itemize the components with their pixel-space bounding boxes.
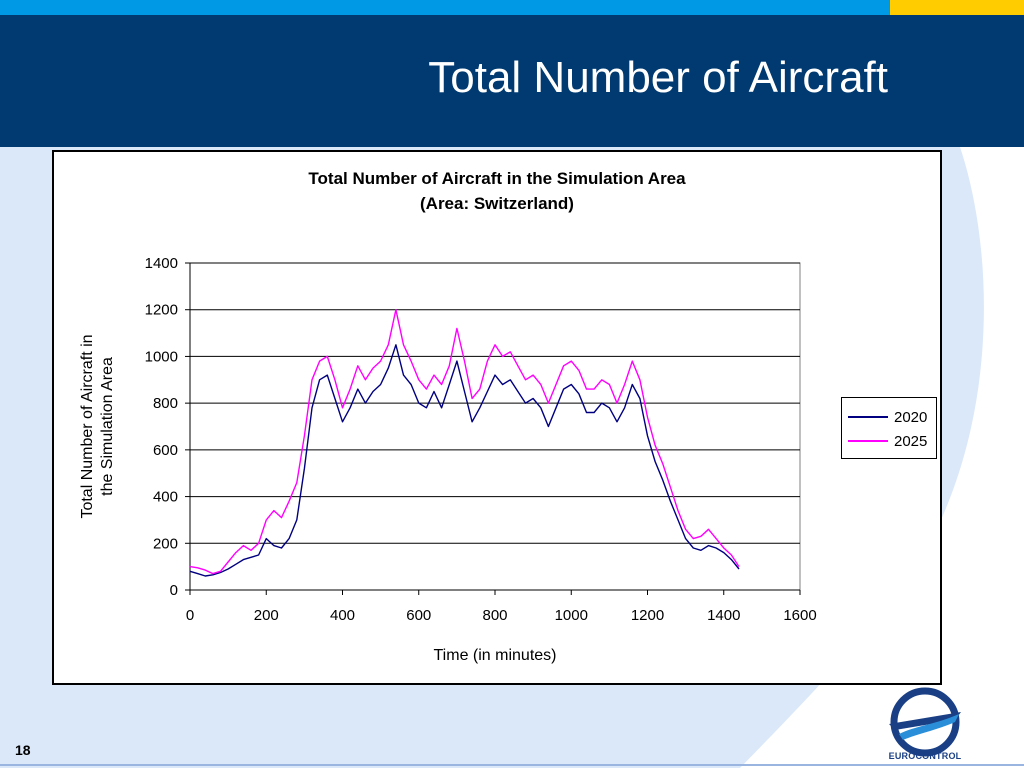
eurocontrol-logo-icon	[889, 687, 961, 757]
x-tick-label: 1200	[631, 607, 664, 624]
y-tick-label: 800	[153, 395, 178, 412]
y-tick-label: 200	[153, 535, 178, 552]
footer-line	[0, 764, 1024, 766]
y-axis-label: Total Number of Aircraft in the Simulatio…	[79, 334, 116, 518]
series-line-2020	[189, 344, 740, 577]
line-chart: 0 200 400 600 800 1000 1200 1400 0 200 400 600 800 10…	[79, 255, 817, 664]
legend-swatch-2025	[848, 440, 888, 442]
y-tick-label: 400	[153, 489, 178, 506]
x-tick-label: 200	[254, 607, 279, 624]
legend-label-2025: 2025	[894, 432, 928, 450]
y-tick-label: 1200	[145, 302, 178, 319]
top-strip-yellow	[890, 0, 1024, 15]
y-tick-label: 0	[170, 582, 178, 599]
slide-title: Total Number of Aircraft	[428, 53, 888, 102]
legend-item-2020: 2020	[848, 408, 927, 426]
slide-header: Total Number of Aircraft	[0, 15, 1024, 147]
chart-frame: Total Number of Aircraft in the Simulati…	[52, 150, 942, 685]
x-tick-label: 1000	[555, 607, 588, 624]
x-tick-label: 600	[406, 607, 431, 624]
y-tick-label: 1000	[145, 348, 178, 365]
legend-label-2020: 2020	[894, 408, 928, 426]
x-tick-label: 800	[482, 607, 507, 624]
background-white-swoosh	[740, 147, 1024, 768]
logo-text: EUROCONTROL	[888, 751, 962, 761]
legend-swatch-2020	[848, 416, 888, 418]
x-tick-label: 0	[186, 607, 194, 624]
chart-title: Total Number of Aircraft in the Simulati…	[308, 169, 686, 188]
chart-subtitle: (Area: Switzerland)	[420, 194, 574, 213]
x-tick-label: 1600	[783, 607, 816, 624]
chart-legend: 2020 2025	[841, 397, 937, 459]
x-tick-label: 400	[330, 607, 355, 624]
plot-area	[189, 262, 801, 591]
page-number: 18	[15, 742, 31, 758]
y-tick-label: 600	[153, 442, 178, 459]
series-line-2025	[189, 308, 740, 575]
x-axis-label: Time (in minutes)	[434, 647, 557, 664]
legend-item-2025: 2025	[848, 432, 927, 450]
x-tick-label: 1400	[707, 607, 740, 624]
top-strip-blue	[0, 0, 890, 15]
top-color-strip	[0, 0, 1024, 15]
y-tick-label: 1400	[145, 255, 178, 272]
